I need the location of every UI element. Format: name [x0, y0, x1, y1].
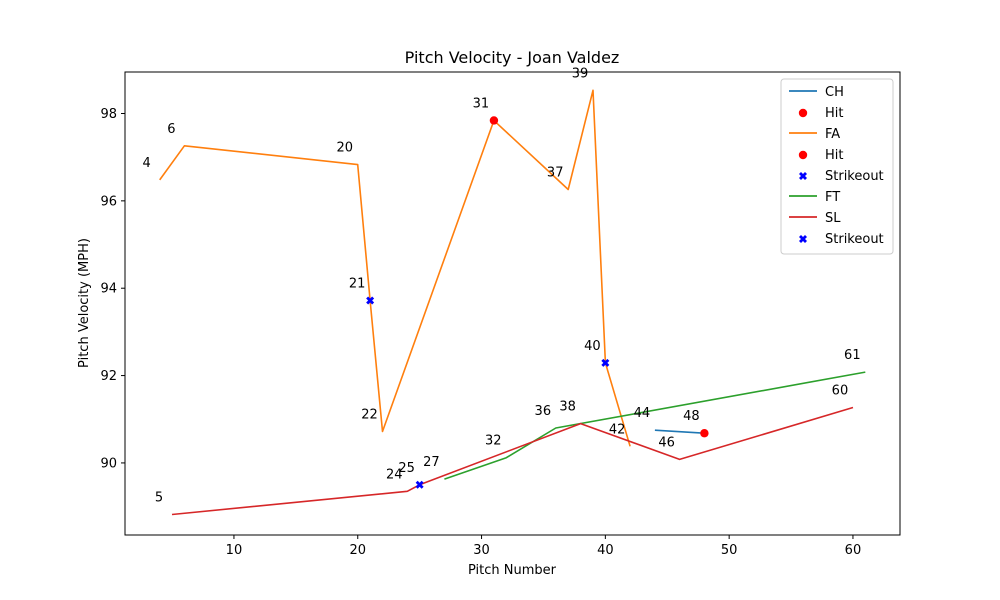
y-axis-label: Pitch Velocity (MPH) [77, 238, 92, 368]
pitch-number-label: 5 [155, 490, 163, 505]
y-tick-label: 92 [100, 369, 117, 384]
legend-hit-swatch [799, 109, 807, 117]
y-tick-label: 90 [100, 456, 117, 471]
legend-label: FA [825, 127, 840, 142]
legend-label: FT [825, 190, 840, 205]
pitch-number-label: 36 [535, 404, 552, 419]
pitch-number-label: 20 [336, 141, 353, 156]
pitch-number-label: 40 [584, 339, 601, 354]
pitch-number-label: 21 [349, 276, 366, 291]
pitch-number-label: 27 [423, 455, 440, 470]
pitch-number-label: 4 [143, 156, 151, 171]
pitch-number-label: 32 [485, 434, 502, 449]
legend-label: SL [825, 211, 841, 226]
legend-label: Hit [825, 106, 843, 121]
pitch-number-label: 48 [683, 409, 700, 424]
chart-title: Pitch Velocity - Joan Valdez [405, 48, 620, 67]
x-tick-label: 50 [721, 543, 738, 558]
pitch-number-label: 42 [609, 422, 626, 437]
pitch-number-label: 25 [398, 461, 415, 476]
legend-label: Hit [825, 148, 843, 163]
hit-marker [700, 429, 708, 437]
pitch-number-label: 31 [473, 96, 490, 111]
legend-label: Strikeout [825, 169, 884, 184]
pitch-number-label: 37 [547, 165, 564, 180]
pitch-number-label: 44 [634, 406, 651, 421]
x-tick-label: 20 [349, 543, 366, 558]
x-tick-label: 60 [845, 543, 862, 558]
legend-label: CH [825, 85, 844, 100]
pitch-number-label: 6 [167, 122, 175, 137]
legend-label: Strikeout [825, 232, 884, 247]
pitch-number-label: 39 [572, 66, 589, 81]
pitch-number-label: 22 [361, 407, 378, 422]
legend: CH Hit FA Hit Strikeout FT SL Strikeout [781, 79, 893, 254]
pitch-number-label: 60 [832, 383, 849, 398]
pitch-number-label: 38 [559, 400, 576, 415]
pitch-number-label: 46 [658, 435, 675, 450]
y-tick-label: 96 [100, 194, 117, 209]
x-tick-label: 30 [473, 543, 490, 558]
x-tick-label: 40 [597, 543, 614, 558]
x-axis-label: Pitch Number [468, 563, 557, 578]
hit-marker [490, 116, 498, 124]
y-tick-label: 94 [100, 282, 117, 297]
y-tick-label: 98 [100, 107, 117, 122]
legend-hit-swatch [799, 151, 807, 159]
x-tick-label: 10 [226, 543, 243, 558]
pitch-number-label: 61 [844, 348, 861, 363]
